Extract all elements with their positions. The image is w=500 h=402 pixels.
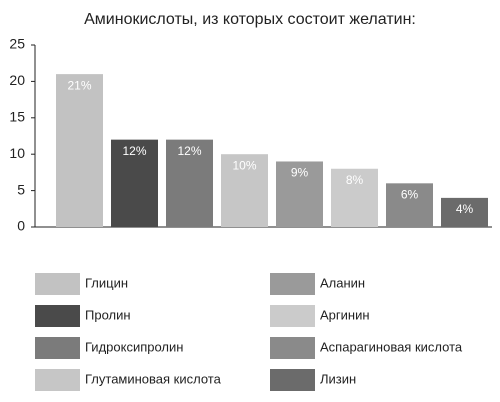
value-label: 12% bbox=[177, 144, 201, 158]
y-tick-label: 5 bbox=[17, 181, 25, 197]
legend-label: Аспарагиновая кислота bbox=[320, 339, 463, 354]
y-tick-label: 20 bbox=[9, 72, 25, 88]
legend-swatch bbox=[35, 369, 80, 391]
legend-label: Пролин bbox=[85, 307, 131, 322]
bar bbox=[386, 183, 433, 227]
bar bbox=[441, 197, 488, 227]
legend-swatch bbox=[35, 337, 80, 359]
bar bbox=[221, 154, 268, 227]
legend-swatch bbox=[270, 369, 315, 391]
value-label: 8% bbox=[346, 173, 364, 187]
value-label: 4% bbox=[456, 202, 474, 216]
legend-label: Глутаминовая кислота bbox=[85, 371, 222, 386]
value-label: 9% bbox=[291, 166, 309, 180]
y-tick-label: 15 bbox=[9, 109, 25, 125]
legend-label: Лизин bbox=[320, 371, 356, 386]
chart-title: Аминокислоты, из которых состоит желатин… bbox=[84, 11, 416, 28]
y-tick-label: 0 bbox=[17, 218, 25, 234]
bar bbox=[166, 139, 213, 227]
y-tick-label: 10 bbox=[9, 145, 25, 161]
value-label: 12% bbox=[122, 144, 146, 158]
bar bbox=[276, 161, 323, 227]
y-tick-label: 25 bbox=[9, 36, 25, 52]
legend-label: Аргинин bbox=[320, 307, 370, 322]
bar bbox=[331, 168, 378, 227]
value-label: 6% bbox=[401, 187, 419, 201]
legend-label: Глицин bbox=[85, 275, 128, 290]
legend-swatch bbox=[35, 273, 80, 295]
bar bbox=[111, 139, 158, 227]
legend-swatch bbox=[270, 305, 315, 327]
legend-label: Гидроксипролин bbox=[85, 339, 183, 354]
legend-swatch bbox=[270, 273, 315, 295]
legend-label: Аланин bbox=[320, 275, 365, 290]
legend-swatch bbox=[35, 305, 80, 327]
bar bbox=[56, 74, 103, 228]
value-label: 21% bbox=[67, 78, 91, 92]
value-label: 10% bbox=[232, 158, 256, 172]
legend-swatch bbox=[270, 337, 315, 359]
